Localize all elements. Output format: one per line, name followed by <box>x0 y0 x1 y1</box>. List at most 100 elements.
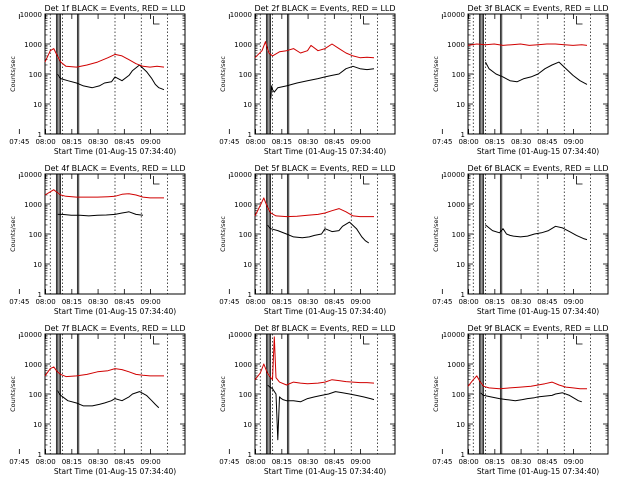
panel-det-9: Det 9f BLACK = Events, RED = LLD Start Ti… <box>432 324 609 476</box>
flag-mark <box>153 176 160 185</box>
x-tick-label: 09:00 <box>350 298 370 306</box>
x-tick-label: 08:15 <box>272 458 292 466</box>
x-tick-label: 08:45 <box>537 298 557 306</box>
y-tick-label: 1 <box>248 291 252 299</box>
y-axis-label: Counts/sec <box>219 56 227 92</box>
flag-mark <box>576 16 583 25</box>
chart-title: Det 6f BLACK = Events, RED = LLD <box>467 164 608 173</box>
series-line-red <box>44 189 164 199</box>
x-tick-label: 08:30 <box>88 458 108 466</box>
chart-title: Det 3f BLACK = Events, RED = LLD <box>467 4 608 13</box>
x-tick-label: 07:45 <box>219 298 239 306</box>
x-tick-label: 08:45 <box>114 138 134 146</box>
y-tick-label: 10 <box>456 261 465 269</box>
x-tick-label: 08:45 <box>324 458 344 466</box>
x-tick-label: 08:45 <box>324 298 344 306</box>
y-tick-label: 100 <box>452 231 465 239</box>
y-tick-label: 1000 <box>447 41 465 49</box>
x-tick-label: 08:00 <box>35 458 55 466</box>
x-axis-label: Start Time (01-Aug-15 07:34:40) <box>54 307 176 316</box>
y-tick-label: 1000 <box>234 361 252 369</box>
x-tick-label: 09:00 <box>563 458 583 466</box>
chart-title: Det 8f BLACK = Events, RED = LLD <box>254 324 395 333</box>
flag-mark <box>153 336 160 345</box>
y-axis-label: Counts/sec <box>432 376 440 412</box>
flag-mark <box>363 176 370 185</box>
y-tick-label: 1 <box>38 291 42 299</box>
y-tick-label: 100 <box>239 391 252 399</box>
flag-mark <box>153 16 160 25</box>
series-line-black <box>270 65 375 99</box>
y-tick-label: 10000 <box>230 331 252 339</box>
chart-title: Det 2f BLACK = Events, RED = LLD <box>254 4 395 13</box>
series-line-red <box>254 336 375 386</box>
panel-det-1: Det 1f BLACK = Events, RED = LLD Start Ti… <box>9 4 186 156</box>
series-line-black <box>485 61 588 85</box>
series-line-red <box>44 48 165 68</box>
y-tick-label: 10000 <box>443 11 465 19</box>
x-tick-label: 09:00 <box>350 138 370 146</box>
y-tick-label: 1000 <box>24 201 42 209</box>
panel-det-3: Det 3f BLACK = Events, RED = LLD Start Ti… <box>432 4 609 156</box>
y-tick-label: 10 <box>33 101 42 109</box>
series-line-red <box>254 197 374 218</box>
y-tick-label: 1000 <box>234 41 252 49</box>
x-tick-label: 08:15 <box>485 458 505 466</box>
x-tick-label: 09:00 <box>140 298 160 306</box>
x-tick-label: 08:15 <box>272 138 292 146</box>
x-tick-label: 09:00 <box>140 458 160 466</box>
x-tick-label: 08:45 <box>324 138 344 146</box>
y-tick-label: 10000 <box>230 11 252 19</box>
series-line-red <box>44 366 164 378</box>
x-tick-label: 08:30 <box>298 298 318 306</box>
flag-mark <box>576 336 583 345</box>
x-tick-label: 07:45 <box>432 298 452 306</box>
x-axis-label: Start Time (01-Aug-15 07:34:40) <box>264 467 386 476</box>
y-axis-label: Counts/sec <box>9 56 17 92</box>
y-tick-label: 10000 <box>20 171 42 179</box>
x-tick-label: 08:15 <box>485 298 505 306</box>
y-tick-label: 10 <box>243 421 252 429</box>
x-tick-label: 09:00 <box>563 298 583 306</box>
y-tick-label: 10 <box>33 261 42 269</box>
x-tick-label: 08:30 <box>88 138 108 146</box>
chart-title: Det 4f BLACK = Events, RED = LLD <box>44 164 185 173</box>
y-tick-label: 1 <box>38 451 42 459</box>
series-line-black <box>56 390 160 409</box>
x-tick-label: 08:00 <box>35 138 55 146</box>
y-tick-label: 1000 <box>447 201 465 209</box>
series-line-black <box>266 221 370 244</box>
x-tick-label: 09:00 <box>140 138 160 146</box>
x-axis-label: Start Time (01-Aug-15 07:34:40) <box>477 307 599 316</box>
x-tick-label: 08:00 <box>245 138 265 146</box>
y-tick-label: 100 <box>452 71 465 79</box>
flag-mark <box>363 16 370 25</box>
panel-det-8: Det 8f BLACK = Events, RED = LLD Start Ti… <box>219 324 396 476</box>
panel-det-7: Det 7f BLACK = Events, RED = LLD Start Ti… <box>9 324 186 476</box>
series-line-black <box>267 384 375 441</box>
y-tick-label: 1000 <box>447 361 465 369</box>
x-tick-label: 09:00 <box>350 458 370 466</box>
y-axis-label: Counts/sec <box>432 216 440 252</box>
y-axis-label: Counts/sec <box>219 376 227 412</box>
chart-title: Det 1f BLACK = Events, RED = LLD <box>44 4 185 13</box>
x-tick-label: 08:15 <box>62 138 82 146</box>
y-tick-label: 10000 <box>20 11 42 19</box>
x-tick-label: 07:45 <box>432 138 452 146</box>
y-axis-label: Counts/sec <box>432 56 440 92</box>
series-line-black <box>57 211 144 217</box>
x-axis-label: Start Time (01-Aug-15 07:34:40) <box>477 467 599 476</box>
x-tick-label: 08:00 <box>458 298 478 306</box>
chart-title: Det 9f BLACK = Events, RED = LLD <box>467 324 608 333</box>
y-tick-label: 1 <box>461 131 465 139</box>
x-tick-label: 08:45 <box>114 458 134 466</box>
series-line-red <box>467 43 588 46</box>
series-line-red <box>467 375 587 390</box>
x-tick-label: 08:45 <box>114 298 134 306</box>
x-axis-label: Start Time (01-Aug-15 07:34:40) <box>54 467 176 476</box>
flag-mark <box>576 176 583 185</box>
x-tick-label: 08:15 <box>272 298 292 306</box>
y-tick-label: 100 <box>29 231 42 239</box>
x-tick-label: 08:15 <box>62 458 82 466</box>
x-tick-label: 08:30 <box>511 138 531 146</box>
